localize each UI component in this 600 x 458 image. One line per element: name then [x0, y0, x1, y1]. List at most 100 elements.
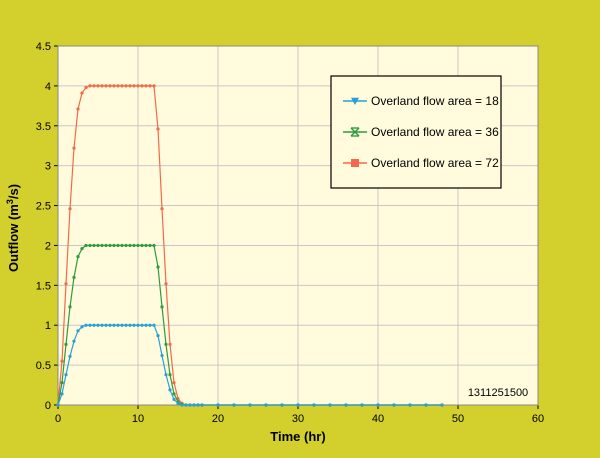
data-point [88, 323, 92, 327]
data-point [68, 207, 72, 211]
data-point [56, 403, 60, 407]
data-point [120, 243, 124, 248]
data-point [132, 84, 136, 88]
data-point [76, 329, 80, 333]
data-point [124, 323, 128, 327]
data-point [156, 127, 160, 131]
data-point [160, 305, 164, 309]
data-point [80, 91, 84, 95]
data-point [280, 403, 284, 407]
data-point [196, 403, 200, 407]
data-point [100, 243, 104, 248]
data-point [136, 323, 140, 327]
data-point [104, 323, 108, 327]
data-point [168, 388, 172, 392]
data-point [140, 243, 144, 248]
x-tick-label: 0 [55, 413, 61, 425]
data-point [72, 275, 76, 279]
data-point [96, 323, 100, 327]
data-point [180, 403, 184, 407]
data-point [164, 282, 168, 286]
data-point [100, 84, 104, 88]
data-point [140, 84, 144, 88]
legend: Overland flow area = 18 Overland flow are… [330, 75, 502, 189]
x-tick-label: 20 [212, 413, 224, 425]
y-tick-label: 2.5 [36, 201, 51, 213]
data-point [136, 243, 140, 248]
data-point [84, 85, 88, 90]
series-line [57, 324, 442, 406]
marker-stroke [350, 127, 360, 137]
data-point [200, 403, 204, 407]
data-point [104, 243, 108, 248]
data-point [112, 243, 116, 248]
y-tick-label: 3.5 [36, 121, 51, 133]
data-point [96, 84, 100, 88]
y-tick-label: 0 [45, 400, 51, 412]
data-point [68, 305, 72, 309]
data-point [108, 323, 112, 327]
data-point [120, 84, 124, 88]
data-point [108, 84, 112, 88]
data-point [148, 323, 152, 327]
y-tick-label: 0.5 [36, 360, 51, 372]
data-point [124, 84, 128, 88]
data-point [156, 265, 160, 269]
data-point [128, 323, 132, 327]
data-point [116, 323, 120, 327]
data-point [160, 207, 164, 211]
data-point [124, 243, 128, 248]
data-point [64, 342, 68, 346]
data-point [84, 243, 88, 248]
data-point [60, 359, 64, 363]
data-point [152, 84, 156, 88]
legend-marker [350, 127, 360, 137]
y-tick-label: 1.5 [36, 280, 51, 292]
data-point [80, 325, 84, 329]
data-point [84, 323, 88, 327]
y-tick-label: 2 [45, 240, 51, 252]
data-point [128, 243, 132, 248]
x-tick-label: 30 [292, 413, 304, 425]
y-tick-label: 1 [45, 320, 51, 332]
data-point [80, 247, 84, 251]
data-point [344, 403, 348, 407]
legend-label: Overland flow area = 18 [371, 94, 499, 108]
data-point [176, 401, 180, 406]
data-point [144, 84, 148, 88]
figure-id-annotation: 1311251500 [468, 387, 528, 399]
data-point [92, 323, 96, 327]
data-point [108, 243, 112, 248]
legend-marker [351, 97, 359, 105]
data-point [68, 354, 72, 358]
data-point [112, 84, 116, 88]
legend-marker [351, 159, 359, 167]
axes: 0 10 20 30 40 50 60 0 0.5 1 1.5 2 2.5 3 3.5 4 4.5 [36, 41, 544, 425]
data-point [72, 146, 76, 150]
data-point [152, 323, 156, 327]
legend-label: Overland flow area = 72 [371, 156, 499, 170]
data-point [64, 282, 68, 286]
data-point [312, 403, 316, 407]
data-point [88, 243, 92, 248]
data-point [64, 373, 68, 377]
data-point [164, 342, 168, 346]
data-point [140, 323, 144, 327]
data-point [76, 107, 80, 111]
data-point [164, 373, 168, 377]
data-point [72, 339, 76, 343]
data-point [148, 84, 152, 88]
x-tick-label: 40 [372, 413, 384, 425]
data-point [160, 353, 164, 358]
data-point [172, 381, 176, 385]
x-tick-label: 50 [452, 413, 464, 425]
data-point [192, 403, 196, 407]
y-tick-label: 4.5 [36, 41, 51, 53]
data-point [424, 403, 428, 407]
data-point [136, 84, 140, 88]
data-point [232, 403, 236, 407]
data-point [100, 323, 104, 327]
data-point [248, 403, 252, 407]
data-point [168, 373, 172, 377]
